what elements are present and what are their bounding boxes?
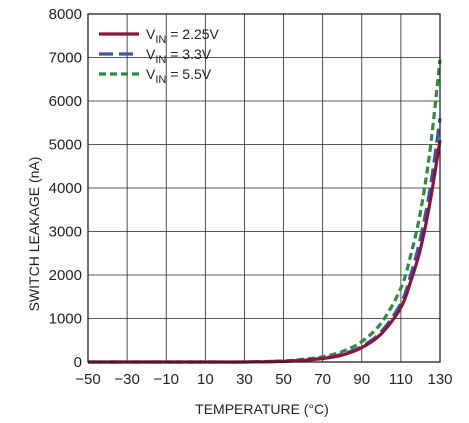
y-tick-label: 5000 <box>49 137 82 154</box>
x-tick-label: −10 <box>153 371 178 388</box>
series-line <box>87 139 442 364</box>
y-tick-label: 4000 <box>49 180 82 197</box>
x-tick-label: 130 <box>427 371 452 388</box>
x-tick-label: 110 <box>389 371 413 388</box>
y-tick-label: 1000 <box>49 311 82 328</box>
x-tick-label: −50 <box>75 371 100 388</box>
y-tick-labels: 0 1000 2000 3000 4000 5000 6000 7000 8000 <box>49 6 82 371</box>
y-tick-label: 7000 <box>49 50 82 67</box>
y-tick-label: 0 <box>74 354 82 371</box>
x-tick-labels: −50 −30 −10 10 30 50 70 90 110 130 <box>75 371 452 388</box>
legend-label: VIN = 2.25V <box>146 26 220 46</box>
x-tick-label: 50 <box>275 371 292 388</box>
series-lines <box>87 59 442 364</box>
legend-label: VIN = 5.5V <box>146 66 212 86</box>
x-tick-label: 30 <box>236 371 253 388</box>
plot-frame <box>87 13 441 363</box>
grid-lines <box>87 13 441 363</box>
y-axis-title: SWITCH LEAKAGE (nA) <box>26 157 42 312</box>
x-axis-title: TEMPERATURE (°C) <box>195 401 329 417</box>
x-tick-label: −30 <box>114 371 139 388</box>
series-line <box>87 59 442 364</box>
x-tick-label: 10 <box>197 371 214 388</box>
x-tick-label: 70 <box>314 371 331 388</box>
y-tick-label: 3000 <box>49 224 82 241</box>
legend-label: VIN = 3.3V <box>146 46 212 66</box>
y-tick-label: 6000 <box>49 93 82 110</box>
y-tick-label: 8000 <box>49 6 82 23</box>
x-tick-label: 90 <box>353 371 370 388</box>
y-tick-label: 2000 <box>49 267 82 284</box>
